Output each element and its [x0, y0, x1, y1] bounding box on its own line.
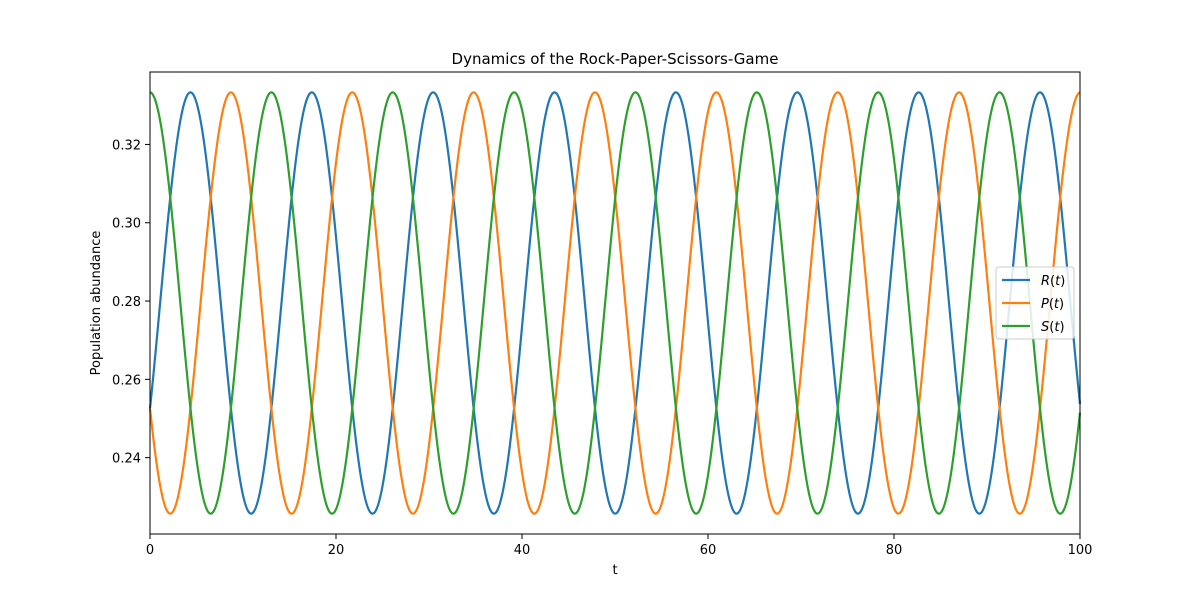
- x-axis: 0 20 40 60 80 100: [146, 534, 1093, 558]
- plot-area-frame: [150, 72, 1080, 534]
- legend: R(t) P(t) S(t): [996, 267, 1074, 339]
- y-axis-title: Population abundance: [89, 231, 104, 376]
- x-tick-label: 80: [886, 543, 903, 558]
- series-line-r: [150, 92, 1080, 513]
- y-axis: 0.24 0.26 0.28 0.30 0.32: [112, 138, 150, 466]
- x-tick-label: 100: [1068, 543, 1093, 558]
- series-line-s: [150, 92, 1080, 513]
- x-tick-label: 0: [146, 543, 154, 558]
- y-tick-label: 0.26: [112, 373, 141, 388]
- y-tick-label: 0.24: [112, 452, 141, 467]
- legend-label-s: S(t): [1041, 320, 1065, 335]
- x-axis-title: t: [612, 563, 617, 578]
- y-tick-label: 0.28: [112, 295, 141, 310]
- y-tick-label: 0.32: [112, 138, 141, 153]
- x-tick-label: 60: [700, 543, 717, 558]
- x-tick-label: 20: [328, 543, 345, 558]
- legend-label-p: P(t): [1041, 297, 1064, 312]
- y-tick-label: 0.30: [112, 217, 141, 232]
- chart-title: Dynamics of the Rock-Paper-Scissors-Game: [452, 50, 779, 68]
- series-layer: [150, 92, 1080, 513]
- legend-label-r: R(t): [1041, 274, 1065, 289]
- series-line-p: [150, 92, 1080, 513]
- x-tick-label: 40: [514, 543, 531, 558]
